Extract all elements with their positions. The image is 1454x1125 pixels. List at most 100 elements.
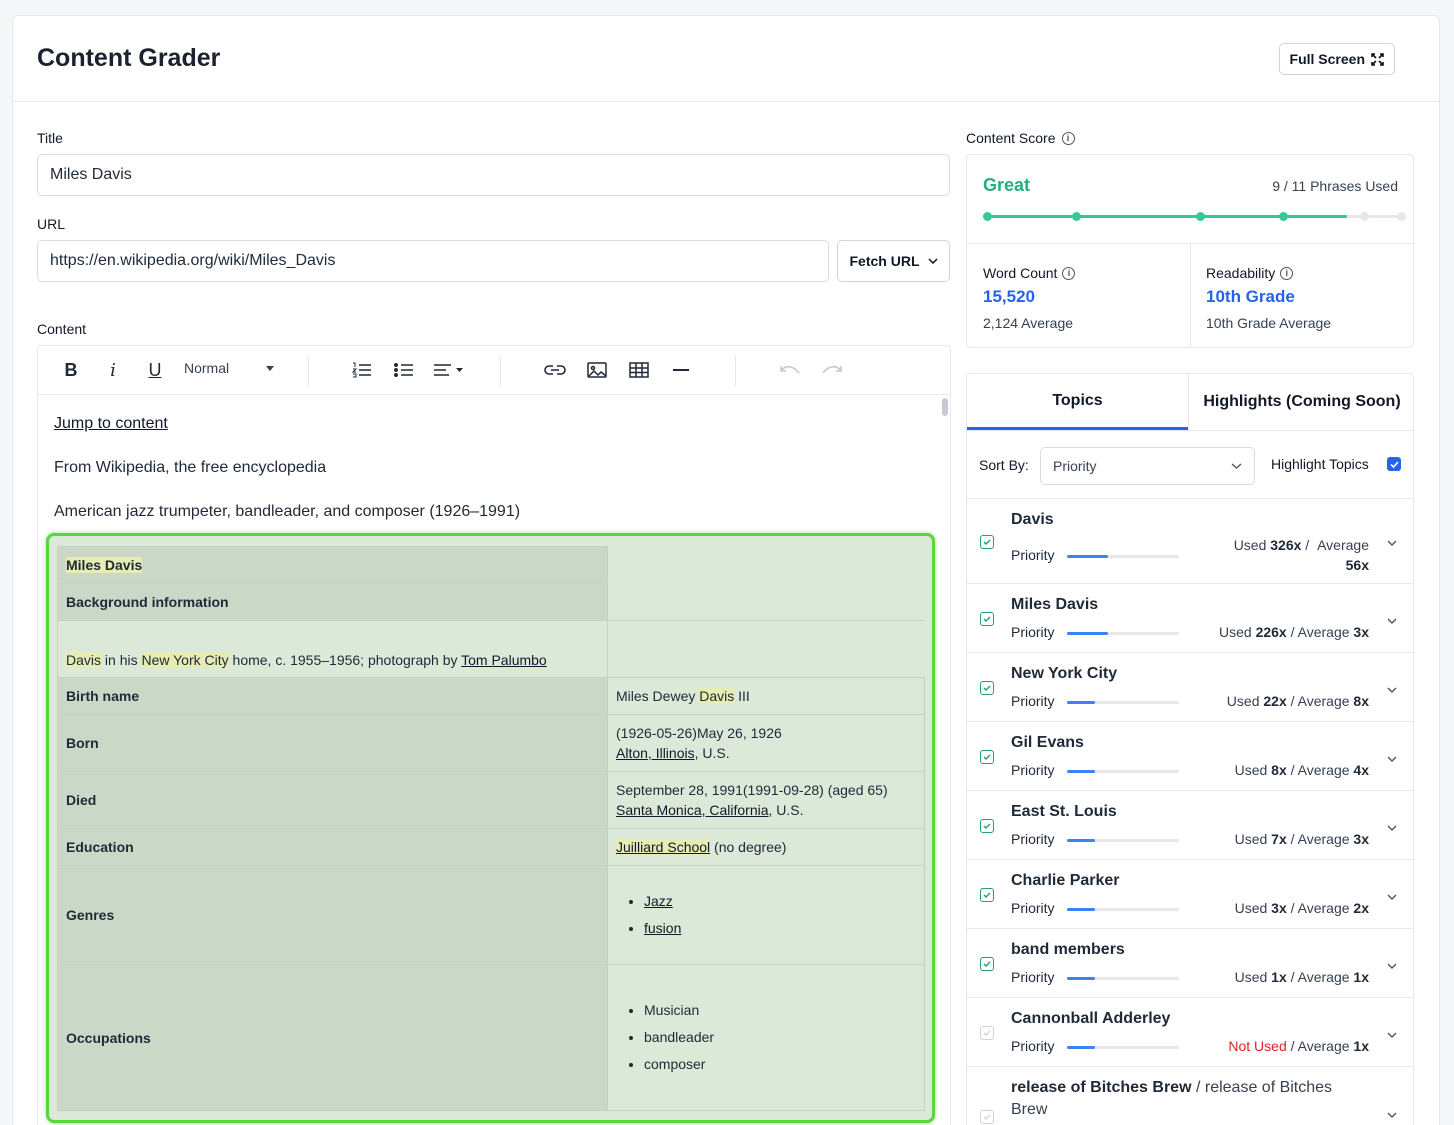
sort-by-select[interactable]: Priority xyxy=(1040,447,1255,485)
info-icon[interactable]: i xyxy=(1061,131,1075,145)
birth-name-label: Birth name xyxy=(57,677,608,715)
chevron-down-icon[interactable] xyxy=(1387,1107,1397,1118)
jump-to-content-link[interactable]: Jump to content xyxy=(54,415,168,433)
fetch-url-button[interactable]: Fetch URL xyxy=(837,240,950,282)
infobox-empty-cell xyxy=(607,546,925,621)
bold-button[interactable]: B xyxy=(64,359,78,380)
table-button[interactable] xyxy=(626,358,652,382)
average-count: 1x xyxy=(1353,969,1369,985)
table-row: Miles Davis xyxy=(57,546,925,621)
info-icon[interactable]: i xyxy=(1062,266,1076,280)
editor-content[interactable]: Jump to content From Wikipedia, the free… xyxy=(38,395,950,1125)
tab-highlights[interactable]: Highlights (Coming Soon) xyxy=(1203,393,1401,410)
topic-checkbox[interactable] xyxy=(980,681,994,695)
used-count: 3x xyxy=(1271,900,1287,916)
content-score-heading: Content Score i xyxy=(966,130,1075,146)
horizontal-rule-button[interactable] xyxy=(668,358,694,382)
topic-alt-name: / release of Bitches xyxy=(1191,1079,1333,1096)
usage-sep: / xyxy=(1286,624,1298,640)
topic-checkbox[interactable] xyxy=(980,535,994,549)
born-date: (1926-05-26)May 26, 1926 xyxy=(616,725,782,741)
topic-row[interactable]: New York City Priority Used 22x / Average … xyxy=(967,652,1413,721)
chevron-down-icon[interactable] xyxy=(1387,1027,1397,1038)
url-input[interactable]: https://en.wikipedia.org/wiki/Miles_Davi… xyxy=(37,240,829,282)
education-label: Education xyxy=(57,828,608,866)
italic-button[interactable]: i xyxy=(110,359,116,381)
topic-row[interactable]: Miles Davis Priority Used 226x / Average 3… xyxy=(967,583,1413,652)
title-input[interactable]: Miles Davis xyxy=(37,154,950,196)
expand-icon xyxy=(1371,52,1384,66)
undo-button[interactable] xyxy=(777,358,803,382)
genre-link[interactable]: fusion xyxy=(644,920,682,936)
topic-row[interactable]: Charlie Parker Priority Used 3x / Average … xyxy=(967,859,1413,928)
content-editor[interactable]: B i U Normal xyxy=(37,345,951,1125)
topic-row[interactable]: East St. Louis Priority Used 7x / Average … xyxy=(967,790,1413,859)
undo-icon xyxy=(780,365,800,374)
image-button[interactable] xyxy=(584,358,610,382)
word-count-average: 2,124 Average xyxy=(983,315,1074,331)
topic-row[interactable]: release of Bitches Brew / release of Bit… xyxy=(967,1066,1413,1125)
title-label: Title xyxy=(37,130,63,146)
topic-checkbox[interactable] xyxy=(980,957,994,971)
photographer-link[interactable]: Tom Palumbo xyxy=(461,652,547,668)
score-grade: Great xyxy=(983,175,1031,195)
text-style-select[interactable]: Normal xyxy=(184,360,274,376)
jump-link-text[interactable]: Jump to content xyxy=(54,415,168,432)
bullet-list-button[interactable] xyxy=(391,358,417,382)
infobox-caption: Davis in his New York City home, c. 1955… xyxy=(57,620,608,678)
priority-bar-fill xyxy=(1067,555,1109,558)
chevron-down-icon xyxy=(927,258,938,264)
topic-row[interactable]: Davis Priority Used 326x / Average 56x xyxy=(967,498,1413,583)
caret-down-icon xyxy=(266,365,274,371)
word-count-value: 15,520 xyxy=(983,287,1035,306)
topic-usage: Used 7x / Average 3x xyxy=(1235,829,1369,849)
topic-checkbox[interactable] xyxy=(980,612,994,626)
chevron-down-icon[interactable] xyxy=(1387,682,1397,693)
died-place-link[interactable]: Santa Monica, California xyxy=(616,802,769,818)
chevron-down-icon[interactable] xyxy=(1387,958,1397,969)
editor-scrollbar[interactable] xyxy=(942,398,948,416)
score-progress-fill xyxy=(987,215,1348,218)
chevron-down-icon[interactable] xyxy=(1387,820,1397,831)
check-icon xyxy=(983,685,991,691)
average-prefix: Average xyxy=(1297,1038,1354,1054)
priority-bar-fill xyxy=(1067,839,1095,842)
progress-dot xyxy=(1072,212,1081,221)
ordered-list-icon xyxy=(352,362,371,378)
highlight-topics-checkbox[interactable] xyxy=(1387,457,1401,471)
full-screen-button[interactable]: Full Screen xyxy=(1278,43,1395,75)
birth-name-text: Miles Dewey xyxy=(616,688,700,704)
born-place-link[interactable]: Alton, Illinois xyxy=(616,745,695,761)
chevron-down-icon[interactable] xyxy=(1387,535,1397,546)
redo-button[interactable] xyxy=(819,358,845,382)
check-icon xyxy=(983,892,991,898)
education-link[interactable]: Juilliard School xyxy=(616,839,711,855)
topic-checkbox[interactable] xyxy=(980,1110,994,1124)
check-icon xyxy=(983,539,991,545)
chevron-down-icon[interactable] xyxy=(1387,751,1397,762)
info-icon[interactable]: i xyxy=(1280,266,1294,280)
link-button[interactable] xyxy=(542,358,568,382)
align-button[interactable] xyxy=(432,358,466,382)
priority-bar-fill xyxy=(1067,977,1095,980)
topic-checkbox[interactable] xyxy=(980,819,994,833)
phrases-used: 9 / 11 Phrases Used xyxy=(1272,178,1398,194)
usage-sep: / xyxy=(1301,537,1314,553)
used-prefix: Used xyxy=(1234,900,1272,916)
topic-checkbox[interactable] xyxy=(980,750,994,764)
topic-checkbox[interactable] xyxy=(980,888,994,902)
chevron-down-icon[interactable] xyxy=(1387,889,1397,900)
underline-button[interactable]: U xyxy=(148,359,162,380)
topic-checkbox[interactable] xyxy=(980,1026,994,1040)
topic-row[interactable]: band members Priority Used 1x / Average 1x xyxy=(967,928,1413,997)
chevron-down-icon[interactable] xyxy=(1387,613,1397,624)
topic-row[interactable]: Cannonball Adderley Priority Not Used / Av… xyxy=(967,997,1413,1066)
ordered-list-button[interactable] xyxy=(349,358,375,382)
topic-priority-label: Priority xyxy=(1011,900,1055,916)
genre-link[interactable]: Jazz xyxy=(644,893,673,909)
tab-topics[interactable]: Topics xyxy=(967,374,1188,430)
birth-name-highlight: Davis xyxy=(699,688,735,704)
topic-row[interactable]: Gil Evans Priority Used 8x / Average 4x xyxy=(967,721,1413,790)
readability-heading: Readability i xyxy=(1206,265,1294,281)
fetch-url-label: Fetch URL xyxy=(849,253,920,269)
